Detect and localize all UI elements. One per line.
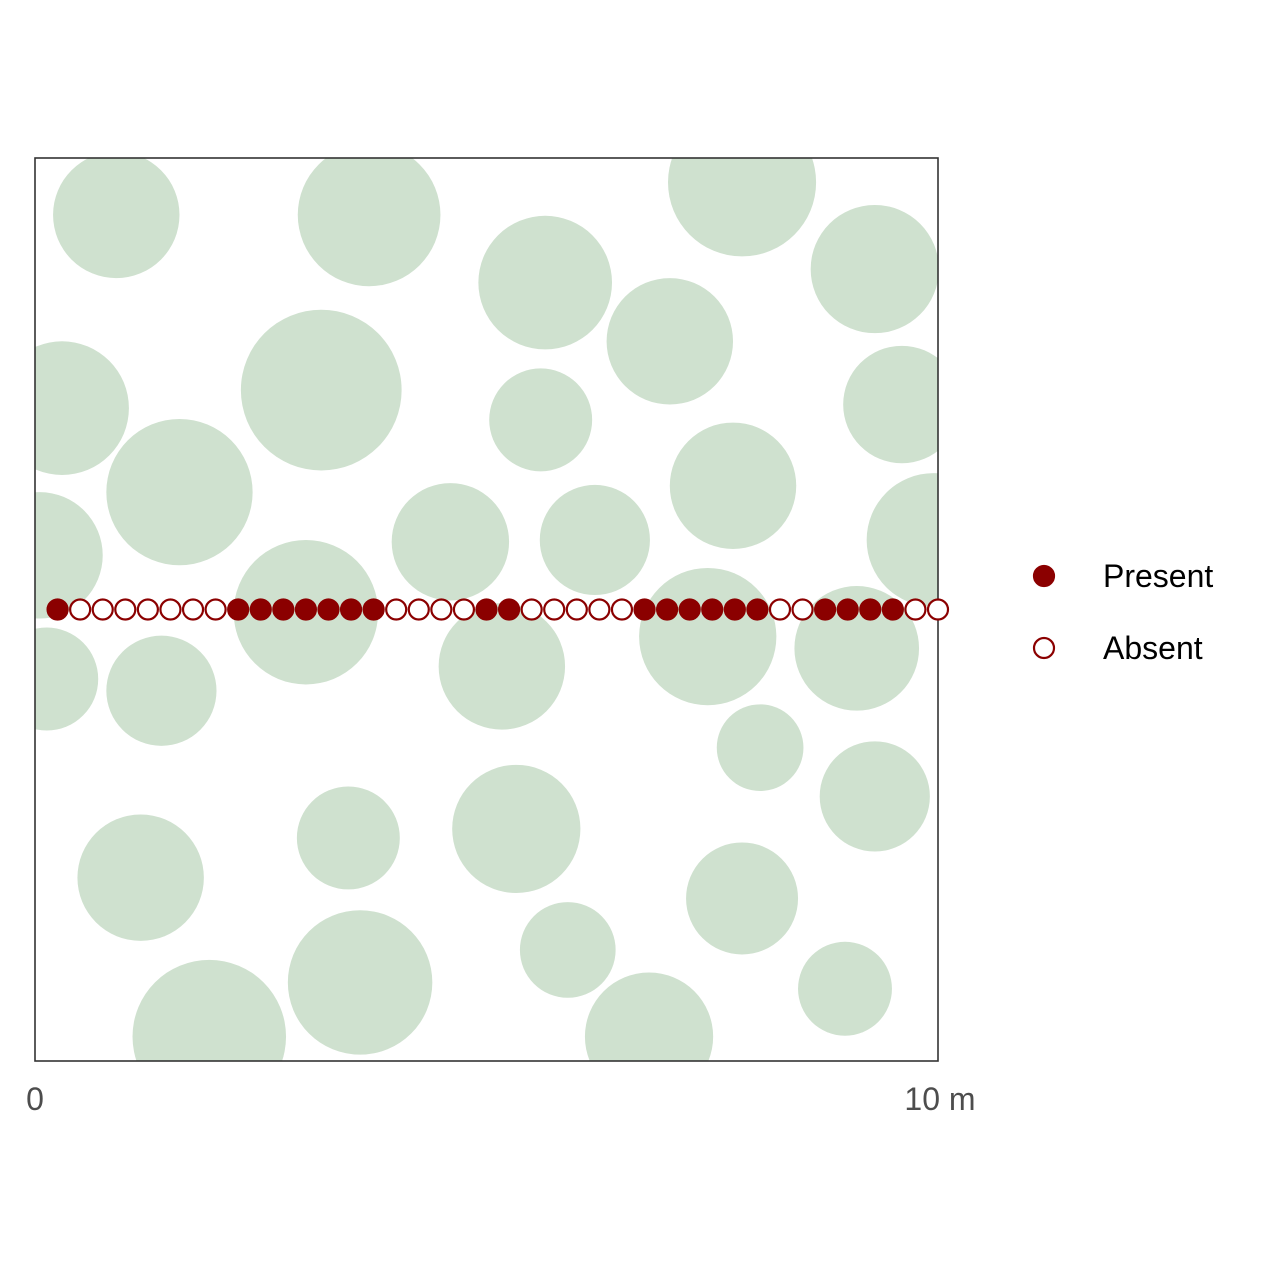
transect-point-37-present <box>859 598 882 621</box>
canopy-circle-8 <box>240 309 402 471</box>
legend: Present Absent <box>1032 558 1213 666</box>
legend-key-present <box>1032 564 1056 588</box>
transect-point-13-present <box>317 598 340 621</box>
canopy-circle-12 <box>669 422 797 549</box>
canopy-circle-29 <box>519 902 616 998</box>
transect-point-17-absent <box>407 598 430 621</box>
transect-point-38-present <box>881 598 904 621</box>
transect-point-20-present <box>475 598 498 621</box>
legend-label-present: Present <box>1103 558 1213 594</box>
transect-point-8-absent <box>204 598 227 621</box>
x-axis-tick-labels: 0 10 m <box>26 1081 975 1117</box>
canopy-circle-14 <box>391 483 510 601</box>
transect-point-3-absent <box>91 598 114 621</box>
canopy-circle-30 <box>287 910 433 1055</box>
canopy-circle-5 <box>810 204 938 334</box>
transect-point-26-absent <box>610 598 634 621</box>
canopy-circle-21 <box>35 627 99 731</box>
transect-point-5-absent <box>136 598 159 621</box>
transect-point-6-absent <box>159 598 182 621</box>
canopy-circle-15 <box>539 484 650 596</box>
canopy-circle-7 <box>35 341 129 475</box>
transect-point-19-absent <box>452 598 476 621</box>
transect-point-27-present <box>633 598 656 621</box>
canopy-circle-16 <box>866 473 938 607</box>
legend-key-absent <box>1032 636 1056 660</box>
canopy-circle-13 <box>35 492 103 619</box>
transect-point-24-absent <box>565 598 588 621</box>
transect-point-29-present <box>678 598 701 621</box>
transect-point-10-present <box>249 598 272 621</box>
canopy-circle-32 <box>584 972 714 1061</box>
transect-point-21-present <box>497 598 521 621</box>
transect-point-25-absent <box>588 598 611 621</box>
transect-point-31-present <box>723 598 746 621</box>
legend-label-absent: Absent <box>1103 630 1203 666</box>
canopy-circle-28 <box>686 842 799 955</box>
canopy-circle-18 <box>438 603 566 730</box>
canopy-circle-2 <box>297 158 441 287</box>
transect-point-36-present <box>836 598 859 621</box>
canopy-circle-4 <box>668 158 817 257</box>
transect-point-2-absent <box>69 598 92 621</box>
transect-point-4-absent <box>114 598 137 621</box>
transect-point-34-absent <box>791 598 814 621</box>
canopy-circle-22 <box>106 635 217 746</box>
transect-point-14-present <box>339 598 363 621</box>
transect-point-32-present <box>746 598 769 621</box>
canopy-circle-33 <box>798 941 892 1036</box>
transect-point-35-present <box>814 598 837 621</box>
canopy-circle-25 <box>296 786 400 890</box>
canopy-circle-1 <box>53 158 180 279</box>
x-tick-label-1: 0 <box>26 1081 44 1117</box>
transect-point-12-present <box>294 598 317 621</box>
transect-point-18-absent <box>430 598 453 621</box>
canopy-circle-26 <box>452 764 581 894</box>
transect-point-1-present <box>46 598 69 621</box>
transect-point-28-present <box>655 598 679 621</box>
transect-point-15-present <box>362 598 385 621</box>
canopy-circle-9 <box>489 368 593 472</box>
transect-point-23-absent <box>543 598 566 621</box>
canopy-circle-19 <box>639 567 777 706</box>
transect-point-40-absent <box>926 598 950 621</box>
canopy-circle-23 <box>716 704 804 792</box>
transect-point-16-absent <box>385 598 408 621</box>
canopy-layer <box>35 158 938 1061</box>
transect-point-39-absent <box>904 598 927 621</box>
transect-point-11-present <box>272 598 295 621</box>
x-tick-label-2: 10 m <box>904 1081 975 1117</box>
transect-point-7-absent <box>181 598 205 621</box>
canopy-circle-31 <box>132 959 287 1061</box>
canopy-circle-10 <box>843 345 938 464</box>
canopy-circle-3 <box>478 215 613 350</box>
canopy-circle-27 <box>77 814 204 941</box>
canopy-circle-6 <box>606 278 734 405</box>
canopy-circle-24 <box>819 741 930 852</box>
transect-point-22-absent <box>520 598 543 621</box>
canopy-circle-11 <box>106 418 253 566</box>
transect-point-33-absent <box>768 598 792 621</box>
transect-point-30-present <box>701 598 724 621</box>
transect-points <box>46 598 950 621</box>
transect-point-9-present <box>227 598 250 621</box>
